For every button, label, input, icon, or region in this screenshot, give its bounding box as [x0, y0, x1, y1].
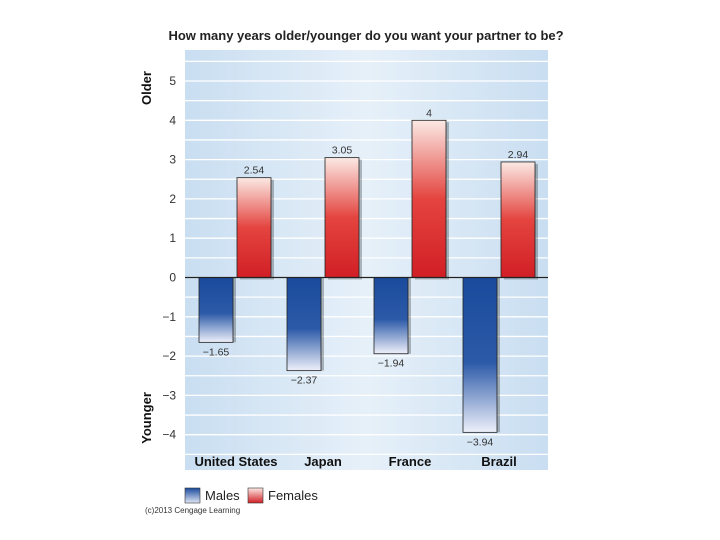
legend-swatch-females	[247, 487, 264, 504]
legend-swatch-males	[184, 487, 201, 504]
data-label: 3.05	[332, 145, 353, 157]
category-label: Brazil	[481, 454, 516, 469]
bar-males	[286, 277, 322, 372]
category-labels: United States Japan France Brazil	[194, 454, 516, 469]
bar-males	[462, 277, 498, 433]
data-label: 2.94	[508, 149, 529, 161]
y-tick-label: −4	[162, 428, 176, 442]
y-label-younger: Younger	[139, 392, 154, 444]
data-label: −1.65	[203, 346, 230, 358]
bar-females	[500, 161, 536, 278]
y-tick-label: −1	[162, 310, 176, 324]
bar-females	[324, 157, 360, 278]
y-tick-label: 3	[169, 153, 176, 167]
bar-females	[236, 177, 272, 278]
category-label: United States	[194, 454, 277, 469]
bar-females	[411, 119, 447, 278]
y-axis-ticks: 5 4 3 2 1 0 −1 −2 −3 −4	[162, 74, 176, 442]
category-label: France	[389, 454, 432, 469]
y-tick-label: 1	[169, 231, 176, 245]
data-label: −3.94	[467, 436, 494, 448]
chart-title: How many years older/younger do you want…	[168, 28, 563, 43]
legend-label-males: Males	[205, 488, 240, 503]
data-label: 4	[426, 107, 432, 119]
category-label: Japan	[304, 454, 342, 469]
bar-males	[198, 277, 234, 343]
y-tick-label: 2	[169, 192, 176, 206]
data-labels: −1.65 2.54 −2.37 3.05 −1.94 4 −3.94 2.94	[203, 107, 529, 448]
legend-label-females: Females	[268, 488, 318, 503]
legend: Males Females	[184, 487, 318, 504]
data-label: 2.54	[244, 165, 265, 177]
y-tick-label: 0	[169, 271, 176, 285]
bars	[198, 119, 538, 433]
y-tick-label: −2	[162, 349, 176, 363]
y-tick-label: 5	[169, 74, 176, 88]
data-label: −1.94	[378, 358, 405, 370]
data-label: −2.37	[291, 375, 318, 387]
y-label-older: Older	[139, 71, 154, 105]
copyright-credit: (c)2013 Cengage Learning	[145, 506, 240, 515]
bar-males	[373, 277, 409, 355]
y-tick-label: −3	[162, 388, 176, 402]
y-tick-label: 4	[169, 113, 176, 127]
